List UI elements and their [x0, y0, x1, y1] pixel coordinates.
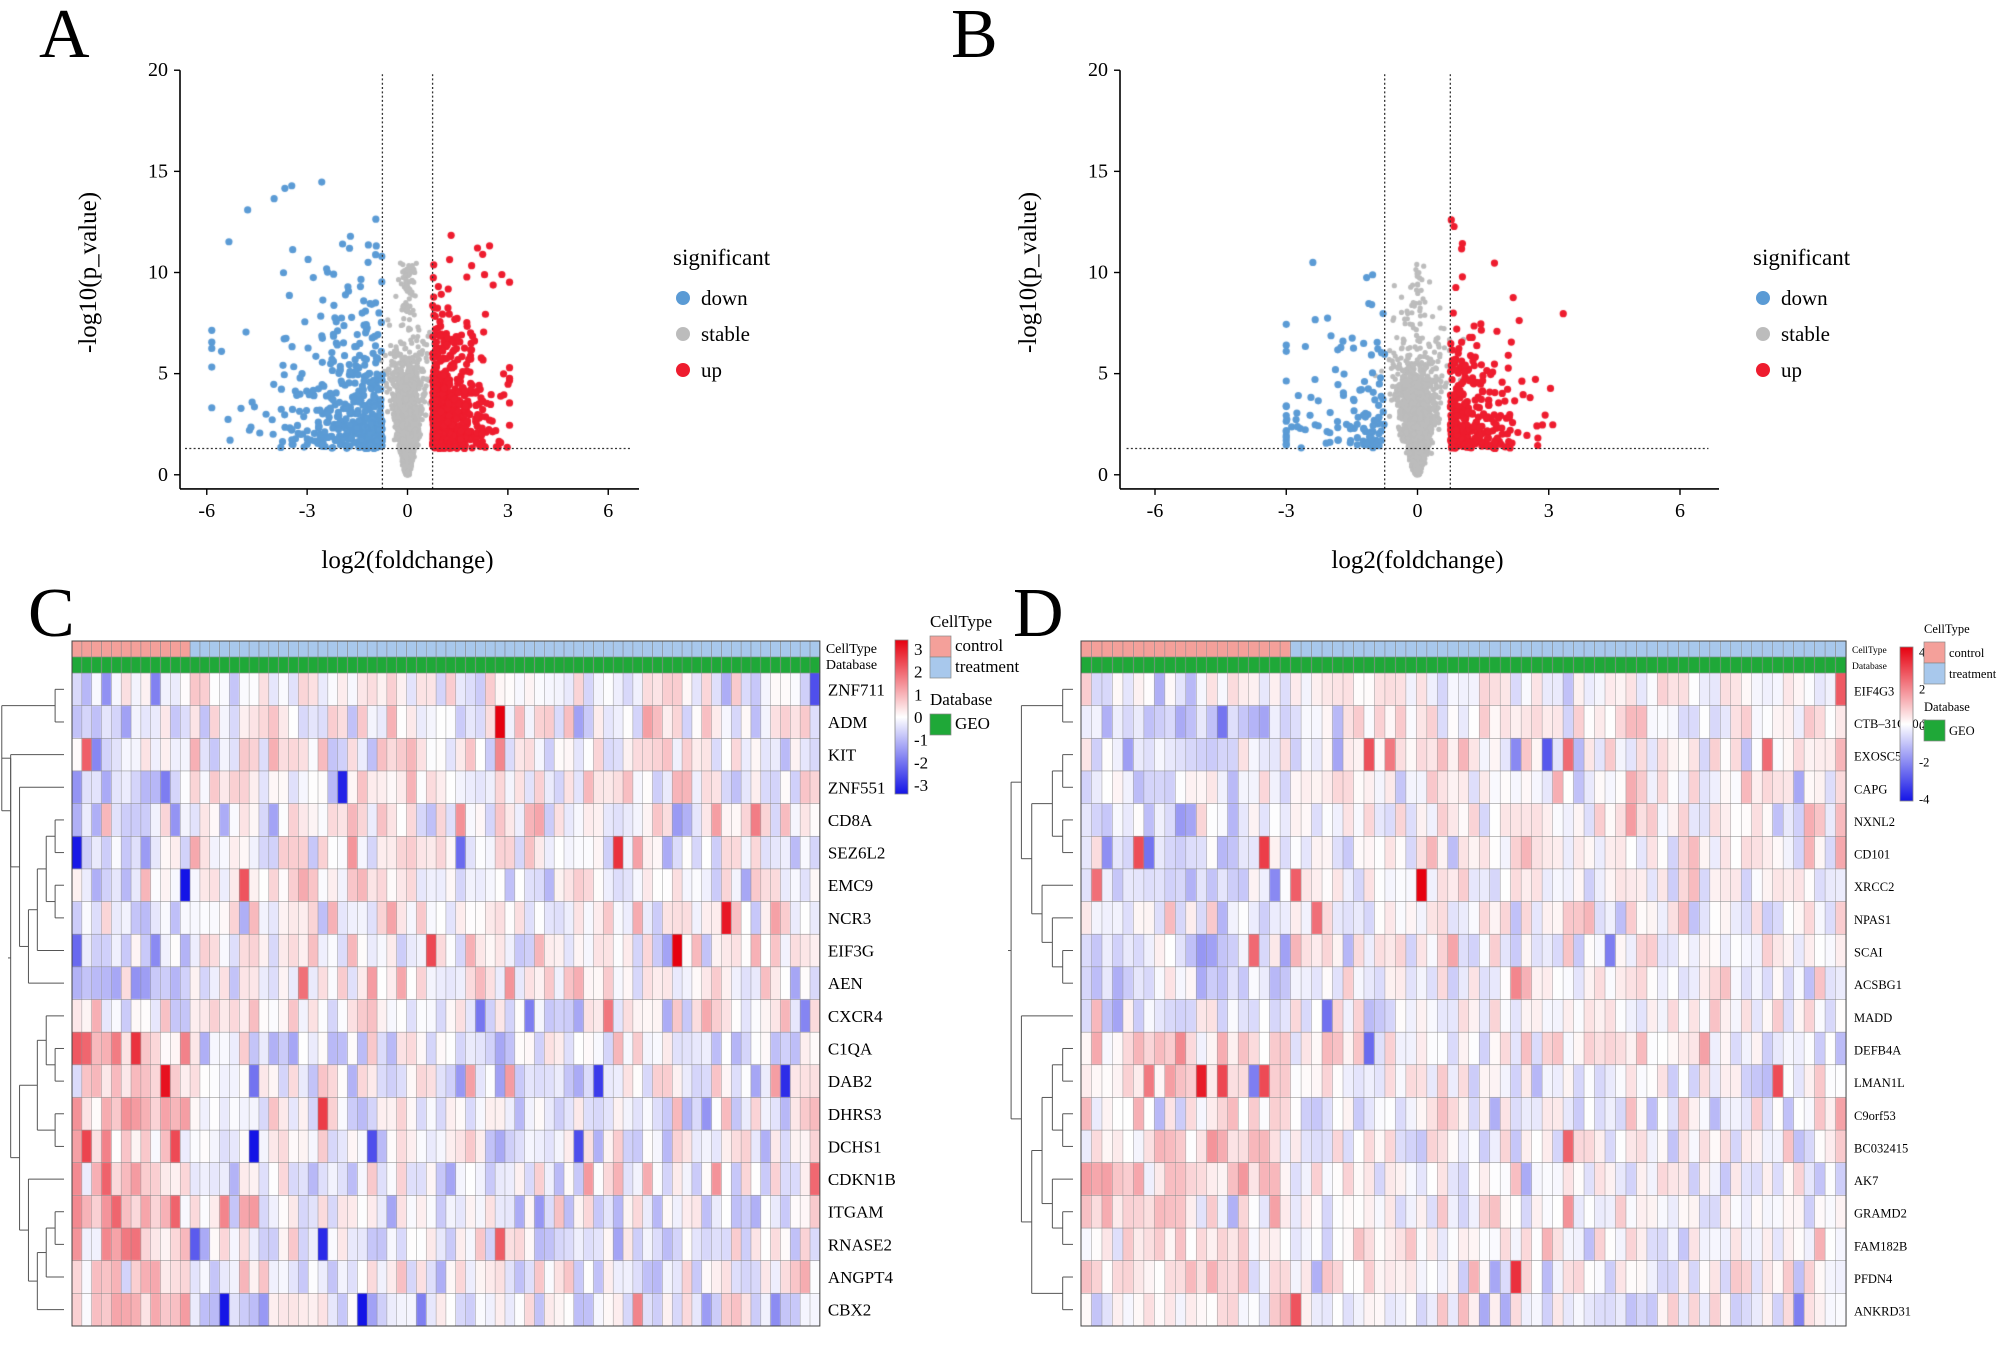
svg-text:ZNF551: ZNF551: [828, 778, 886, 797]
svg-text:XRCC2: XRCC2: [1854, 880, 1894, 894]
svg-text:GEO: GEO: [955, 714, 990, 733]
svg-text:6: 6: [603, 500, 613, 522]
svg-text:CBX2: CBX2: [828, 1301, 871, 1320]
svg-text:DHRS3: DHRS3: [828, 1105, 882, 1124]
svg-text:0: 0: [914, 708, 923, 727]
svg-text:CellType: CellType: [1852, 646, 1887, 656]
svg-text:EIF3G: EIF3G: [828, 942, 874, 961]
svg-text:DCHS1: DCHS1: [828, 1137, 882, 1156]
svg-text:20: 20: [148, 59, 168, 81]
svg-text:up: up: [701, 358, 722, 382]
svg-text:5: 5: [158, 363, 168, 385]
svg-text:1: 1: [914, 685, 923, 704]
svg-text:CellType: CellType: [1924, 622, 1970, 636]
svg-text:0: 0: [158, 464, 168, 486]
svg-text:EXOSC5: EXOSC5: [1854, 750, 1901, 764]
svg-text:control: control: [955, 636, 1003, 655]
svg-text:control: control: [1949, 646, 1985, 660]
svg-text:DEFB4A: DEFB4A: [1854, 1043, 1901, 1057]
svg-text:CD8A: CD8A: [828, 811, 873, 830]
svg-text:MADD: MADD: [1854, 1011, 1892, 1025]
svg-text:NXNL2: NXNL2: [1854, 815, 1895, 829]
svg-text:CXCR4: CXCR4: [828, 1007, 883, 1026]
svg-text:3: 3: [503, 500, 513, 522]
svg-text:15: 15: [1088, 160, 1108, 182]
svg-text:-2: -2: [1919, 756, 1929, 770]
svg-text:Database: Database: [1924, 700, 1970, 714]
svg-text:ANKRD31: ANKRD31: [1854, 1305, 1911, 1319]
svg-text:CellType: CellType: [930, 612, 992, 631]
svg-text:RNASE2: RNASE2: [828, 1235, 892, 1254]
svg-text:ZNF711: ZNF711: [828, 680, 885, 699]
svg-text:0: 0: [1098, 464, 1108, 486]
svg-text:-log10(p_value): -log10(p_value): [75, 192, 102, 353]
svg-text:log2(foldchange): log2(foldchange): [1331, 547, 1503, 574]
svg-text:-1: -1: [914, 731, 928, 750]
svg-text:ANGPT4: ANGPT4: [828, 1268, 894, 1287]
svg-text:SCAI: SCAI: [1854, 946, 1882, 960]
svg-text:-2: -2: [914, 753, 928, 772]
svg-text:-6: -6: [1147, 500, 1164, 522]
svg-text:10: 10: [1088, 262, 1108, 284]
svg-text:EIF4G3: EIF4G3: [1854, 684, 1894, 698]
svg-text:-log10(p_value): -log10(p_value): [1015, 192, 1042, 353]
svg-text:stable: stable: [1781, 322, 1830, 346]
svg-text:3: 3: [914, 640, 923, 659]
svg-text:0: 0: [403, 500, 413, 522]
svg-text:AK7: AK7: [1854, 1174, 1878, 1188]
svg-text:down: down: [701, 286, 748, 310]
svg-text:EMC9: EMC9: [828, 876, 873, 895]
svg-text:KIT: KIT: [828, 746, 857, 765]
svg-text:10: 10: [148, 262, 168, 284]
svg-text:20: 20: [1088, 59, 1108, 81]
svg-text:log2(foldchange): log2(foldchange): [321, 547, 493, 574]
svg-text:CellType: CellType: [826, 642, 877, 657]
svg-text:stable: stable: [701, 322, 750, 346]
svg-text:LMAN1L: LMAN1L: [1854, 1076, 1905, 1090]
svg-text:CAPG: CAPG: [1854, 782, 1887, 796]
svg-text:BC032415: BC032415: [1854, 1141, 1908, 1155]
svg-text:ADM: ADM: [828, 713, 868, 732]
svg-text:PFDN4: PFDN4: [1854, 1272, 1893, 1286]
svg-text:treatment: treatment: [1949, 667, 1997, 681]
svg-text:-3: -3: [1278, 500, 1295, 522]
svg-text:down: down: [1781, 286, 1828, 310]
svg-text:FAM182B: FAM182B: [1854, 1239, 1907, 1253]
svg-text:Database: Database: [826, 658, 877, 673]
svg-text:3: 3: [1544, 500, 1554, 522]
svg-text:CDKN1B: CDKN1B: [828, 1170, 896, 1189]
svg-text:15: 15: [148, 160, 168, 182]
svg-text:GEO: GEO: [1949, 724, 1975, 738]
svg-text:0: 0: [1413, 500, 1423, 522]
svg-text:up: up: [1781, 358, 1802, 382]
svg-text:Database: Database: [930, 690, 992, 709]
svg-text:SEZ6L2: SEZ6L2: [828, 844, 886, 863]
svg-text:6: 6: [1675, 500, 1685, 522]
svg-text:2: 2: [1919, 682, 1925, 696]
svg-text:2: 2: [914, 663, 923, 682]
svg-text:C1QA: C1QA: [828, 1039, 873, 1058]
svg-text:CD101: CD101: [1854, 848, 1890, 862]
svg-text:CTB–31O20.2: CTB–31O20.2: [1854, 717, 1928, 731]
svg-text:-3: -3: [914, 776, 928, 795]
svg-text:GRAMD2: GRAMD2: [1854, 1207, 1907, 1221]
svg-text:C9orf53: C9orf53: [1854, 1109, 1896, 1123]
svg-text:significant: significant: [1753, 245, 1851, 270]
svg-text:-3: -3: [299, 500, 316, 522]
svg-text:-6: -6: [198, 500, 215, 522]
svg-text:DAB2: DAB2: [828, 1072, 872, 1091]
svg-text:AEN: AEN: [828, 974, 863, 993]
svg-text:NPAS1: NPAS1: [1854, 913, 1891, 927]
svg-text:significant: significant: [673, 245, 771, 270]
svg-text:ACSBG1: ACSBG1: [1854, 978, 1902, 992]
svg-text:ITGAM: ITGAM: [828, 1203, 884, 1222]
svg-text:-4: -4: [1919, 792, 1930, 806]
svg-text:Database: Database: [1852, 662, 1887, 672]
svg-text:5: 5: [1098, 363, 1108, 385]
svg-text:NCR3: NCR3: [828, 909, 871, 928]
